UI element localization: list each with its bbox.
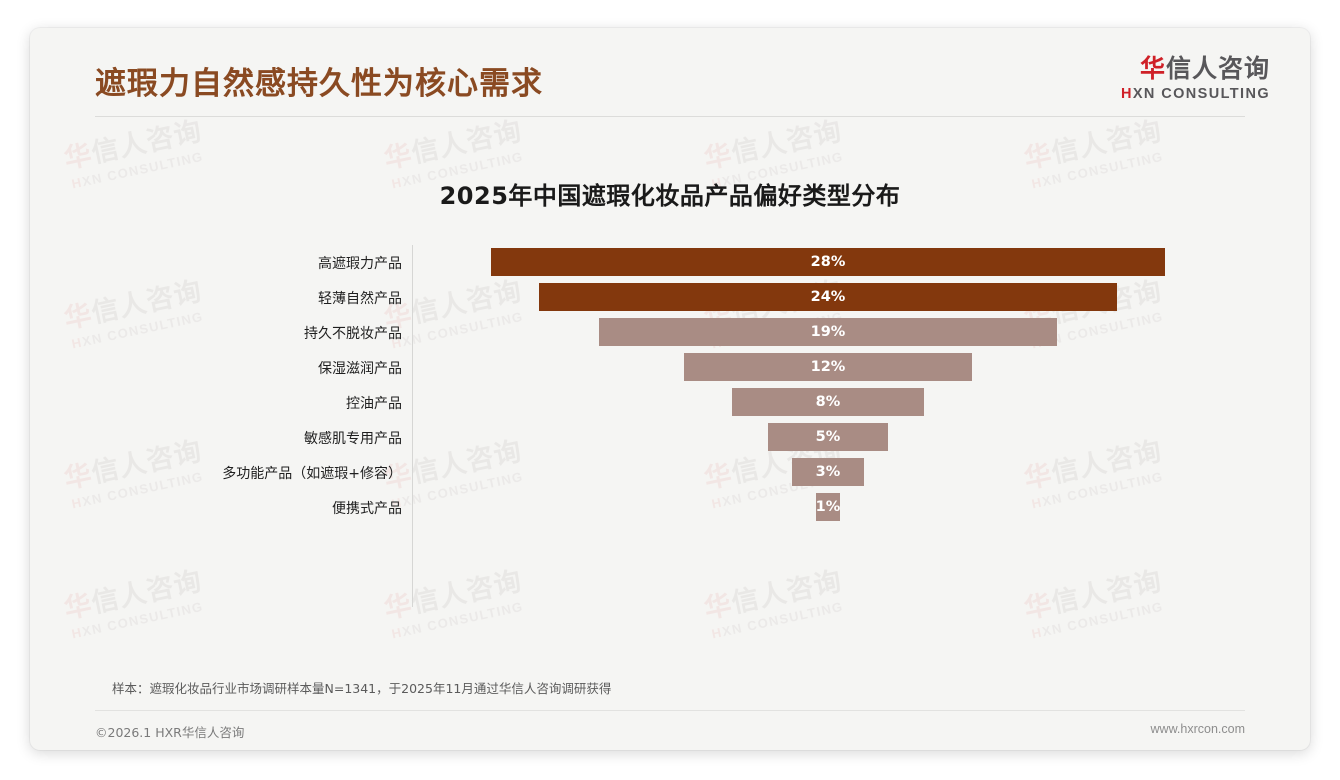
bar-value-label: 5% bbox=[815, 429, 841, 445]
bar-value-label: 24% bbox=[810, 289, 846, 305]
bar-value-label: 28% bbox=[810, 254, 846, 270]
bar-track: 8% bbox=[413, 385, 1243, 420]
logo-chinese-text: 华信人咨询 bbox=[1121, 56, 1270, 81]
bar-track: 19% bbox=[413, 315, 1243, 350]
bar-track: 3% bbox=[413, 455, 1243, 490]
category-label: 便携式产品 bbox=[332, 500, 402, 517]
category-label: 保湿滋润产品 bbox=[318, 360, 402, 377]
chart-bar[interactable]: 28% bbox=[491, 248, 1165, 276]
category-label: 控油产品 bbox=[346, 395, 402, 412]
slide-footer: ©2026.1 HXR华信人咨询 www.hxrcon.com bbox=[30, 714, 1310, 750]
chart-bar[interactable]: 5% bbox=[767, 423, 889, 451]
logo-chinese-rest: 信人咨询 bbox=[1165, 54, 1270, 83]
category-label: 敏感肌专用产品 bbox=[304, 430, 402, 447]
chart-bar-row: 敏感肌专用产品 5% bbox=[30, 420, 1310, 455]
category-axis-line bbox=[412, 245, 413, 607]
chart-bar-row: 控油产品 8% bbox=[30, 385, 1310, 420]
chart-bar[interactable]: 12% bbox=[683, 353, 973, 381]
footer-divider bbox=[95, 710, 1245, 711]
chart-bar[interactable]: 24% bbox=[539, 283, 1117, 311]
bar-value-label: 19% bbox=[810, 324, 846, 340]
chart-area: 2025年中国遮瑕化妆品产品偏好类型分布 高遮瑕力产品 28% 轻薄自然产品 24% 持… bbox=[30, 128, 1310, 668]
bar-track: 5% bbox=[413, 420, 1243, 455]
bar-value-label: 8% bbox=[815, 394, 841, 410]
bar-track: 24% bbox=[413, 280, 1243, 315]
bar-value-label: 12% bbox=[810, 359, 846, 375]
chart-bar-row: 轻薄自然产品 24% bbox=[30, 280, 1310, 315]
chart-bar-row: 多功能产品（如遮瑕+修容） 3% bbox=[30, 455, 1310, 490]
bar-track: 12% bbox=[413, 350, 1243, 385]
bar-value-label: 3% bbox=[815, 464, 841, 480]
category-label: 持久不脱妆产品 bbox=[304, 325, 402, 342]
bar-track: 1% bbox=[413, 490, 1243, 525]
chart-bar[interactable]: 1% bbox=[816, 493, 840, 521]
footer-copyright: ©2026.1 HXR华信人咨询 bbox=[95, 725, 245, 740]
slide-card: 华信人咨询 HXN CONSULTING 华信人咨询 HXN CONSULTING 华信… bbox=[30, 28, 1310, 750]
page-title: 遮瑕力自然感持久性为核心需求 bbox=[95, 66, 543, 102]
chart-bar-row: 持久不脱妆产品 19% bbox=[30, 315, 1310, 350]
funnel-bar-plot: 高遮瑕力产品 28% 轻薄自然产品 24% 持久不脱妆产品 19% 保湿滋润产品 12% 控油产… bbox=[30, 245, 1310, 615]
footer-website: www.hxrcon.com bbox=[1150, 722, 1245, 736]
slide-header: 遮瑕力自然感持久性为核心需求 华信人咨询 HXN CONSULTING bbox=[30, 28, 1310, 120]
chart-title: 2025年中国遮瑕化妆品产品偏好类型分布 bbox=[439, 182, 901, 210]
company-logo: 华信人咨询 HXN CONSULTING bbox=[1121, 56, 1270, 102]
chart-bar[interactable]: 3% bbox=[791, 458, 865, 486]
logo-english-accent: H bbox=[1120, 86, 1133, 102]
bar-value-label: 1% bbox=[815, 499, 841, 515]
logo-english-text: HXN CONSULTING bbox=[1121, 87, 1270, 102]
chart-bar-row: 保湿滋润产品 12% bbox=[30, 350, 1310, 385]
source-footnote: 样本：遮瑕化妆品行业市场调研样本量N=1341，于2025年11月通过华信人咨询… bbox=[112, 681, 612, 696]
logo-accent-char: 华 bbox=[1139, 54, 1166, 83]
category-label: 轻薄自然产品 bbox=[318, 290, 402, 307]
header-divider bbox=[95, 116, 1245, 117]
logo-english-rest: XN CONSULTING bbox=[1132, 86, 1270, 102]
category-label: 高遮瑕力产品 bbox=[318, 255, 402, 272]
category-label: 多功能产品（如遮瑕+修容） bbox=[222, 465, 402, 482]
bar-rows-container: 高遮瑕力产品 28% 轻薄自然产品 24% 持久不脱妆产品 19% 保湿滋润产品 12% 控油产… bbox=[30, 245, 1310, 525]
chart-bar-row: 便携式产品 1% bbox=[30, 490, 1310, 525]
chart-bar[interactable]: 19% bbox=[599, 318, 1057, 346]
chart-bar-row: 高遮瑕力产品 28% bbox=[30, 245, 1310, 280]
chart-bar[interactable]: 8% bbox=[731, 388, 925, 416]
bar-track: 28% bbox=[413, 245, 1243, 280]
